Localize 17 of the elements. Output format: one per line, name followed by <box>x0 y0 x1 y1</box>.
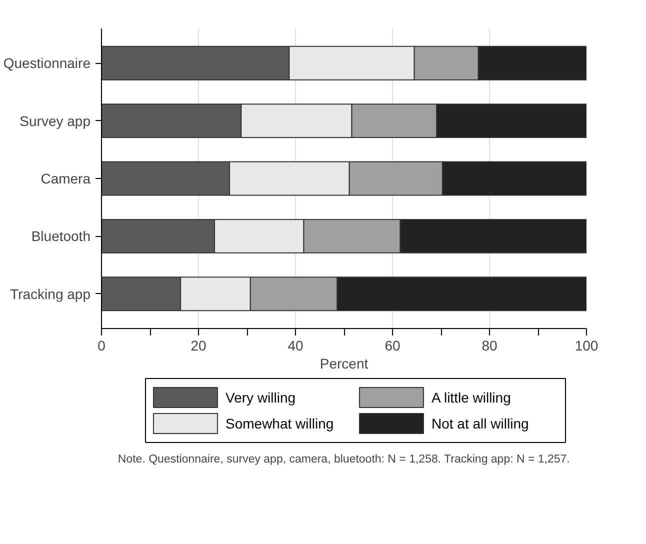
x-tick-label: 60 <box>384 338 400 354</box>
y-tick-label: Tracking app <box>10 286 91 302</box>
y-tick-label: Bluetooth <box>31 228 91 244</box>
x-tick-label: 20 <box>190 338 206 354</box>
x-axis-title: Percent <box>320 356 368 372</box>
legend-label: A little willing <box>432 390 511 406</box>
x-tick-label: 0 <box>98 338 106 354</box>
text: Note. Questionnaire, survey app, camera, bluetooth: N = 1,258. Tracking app: N = 1,257. <box>118 454 570 466</box>
y-tick-label: Camera <box>40 170 91 186</box>
legend-label: Not at all willing <box>432 416 529 432</box>
x-tick-label: 40 <box>288 338 304 354</box>
legend-label: Somewhat willing <box>226 416 334 432</box>
x-tick-label: 100 <box>574 338 598 354</box>
y-tick-label: Survey app <box>20 112 91 129</box>
y-tick-label: Questionnaire <box>3 55 91 72</box>
legend-label: Very willing <box>226 390 296 406</box>
x-tick-label: 80 <box>482 338 498 354</box>
